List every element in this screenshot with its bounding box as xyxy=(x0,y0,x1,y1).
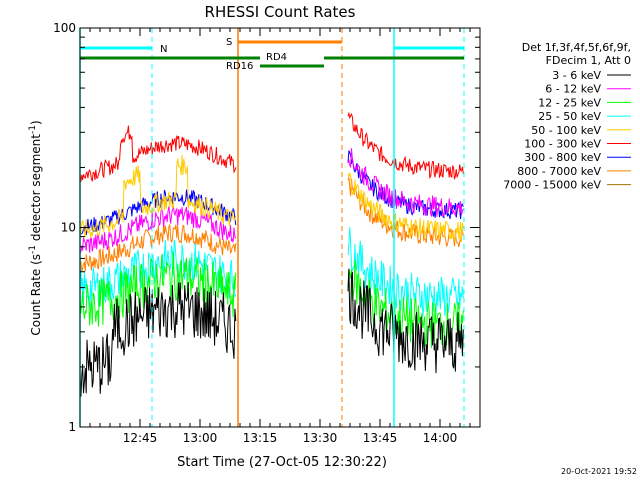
legend-label-4: 50 - 100 keV xyxy=(531,124,601,137)
x-axis-label: Start Time (27-Oct-05 12:30:22) xyxy=(177,455,387,470)
legend-label-7: 800 - 7000 keV xyxy=(517,165,601,178)
series-0-segment-2 xyxy=(347,268,464,374)
legend-label-8: 7000 - 15000 keV xyxy=(503,179,601,192)
flag-label-n: N xyxy=(160,44,167,55)
legend-label-2: 12 - 25 keV xyxy=(538,96,601,109)
x-tick-label-4: 13:45 xyxy=(363,431,398,445)
x-tick-label-3: 13:30 xyxy=(303,431,338,445)
y-tick-label-0: 1 xyxy=(68,420,76,434)
legend-label-5: 100 - 300 keV xyxy=(524,138,601,151)
series-4-segment-1 xyxy=(79,154,237,238)
trace-layer xyxy=(79,111,464,397)
flag-label-s: S xyxy=(226,37,232,48)
flag-label-rd4: RD4 xyxy=(266,52,287,63)
flag-label-rd16: RD16 xyxy=(226,61,253,72)
chart-title: RHESSI Count Rates xyxy=(205,3,356,21)
legend-label-6: 300 - 800 keV xyxy=(524,151,601,164)
series-7-segment-1 xyxy=(79,223,237,272)
legend-label-3: 25 - 50 keV xyxy=(538,110,601,123)
y-tick-label-2: 100 xyxy=(53,21,76,35)
axes-layer: 1 10 100 12:45 13:00 13:15 13:30 13:45 14:00 xyxy=(53,21,481,445)
x-tick-label-5: 14:00 xyxy=(423,431,458,445)
series-3-segment-1 xyxy=(79,239,237,308)
flag-layer: N S RD4 RD16 xyxy=(79,28,465,427)
series-3-segment-2 xyxy=(347,227,464,317)
x-tick-label-0: 12:45 xyxy=(123,431,158,445)
legend-label-1: 6 - 12 keV xyxy=(545,83,601,96)
render-timestamp: 20-Oct-2021 19:52 xyxy=(561,467,637,476)
legend-header-2: FDecim 1, Att 0 xyxy=(546,54,631,67)
series-1-segment-2 xyxy=(347,148,464,218)
y-axis-label-middle: detector segment xyxy=(29,134,43,245)
y-axis-label-sup-1: -1 xyxy=(28,245,38,254)
y-tick-label-1: 10 xyxy=(61,221,76,235)
legend-header-1: Det 1f,3f,4f,5f,6f,9f, xyxy=(522,41,631,54)
y-axis-label-close: ) xyxy=(29,120,43,125)
series-7-segment-2 xyxy=(347,177,464,248)
y-axis-label: Count Rate (s-1 detector segment-1) xyxy=(28,120,43,335)
legend-label-0: 3 - 6 keV xyxy=(552,69,601,82)
series-4-segment-2 xyxy=(347,171,464,243)
series-0-segment-1 xyxy=(79,282,237,397)
series-5-segment-2 xyxy=(347,111,464,180)
x-tick-label-2: 13:15 xyxy=(243,431,278,445)
legend: Det 1f,3f,4f,5f,6f,9f, FDecim 1, Att 0 3… xyxy=(503,41,631,192)
y-axis-label-main: Count Rate (s xyxy=(29,254,43,336)
y-axis-label-sup-2: -1 xyxy=(28,125,38,134)
series-5-segment-1 xyxy=(79,125,237,183)
x-tick-label-1: 13:00 xyxy=(183,431,218,445)
